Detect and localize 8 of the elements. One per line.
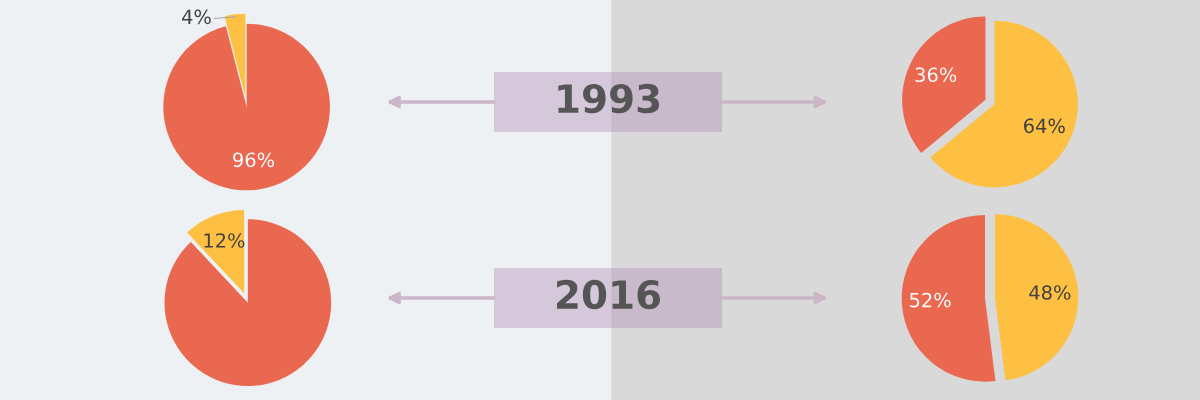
data-label: 48% (1029, 285, 1071, 300)
data-label: 4% (182, 9, 211, 25)
data-label: 64% (1024, 118, 1065, 134)
data-label: 96% (233, 152, 275, 168)
text: 1993 (558, 83, 660, 114)
data-label: 36% (915, 67, 957, 83)
data-label: 52% (910, 292, 951, 308)
text: 2016 (557, 279, 661, 310)
